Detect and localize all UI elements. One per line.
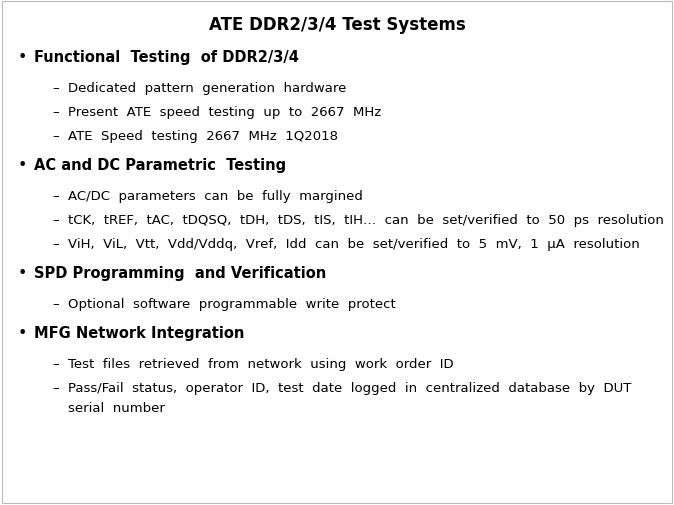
Text: serial  number: serial number <box>68 401 165 414</box>
Text: MFG Network Integration: MFG Network Integration <box>34 325 245 340</box>
Text: –: – <box>52 189 59 203</box>
Text: Present  ATE  speed  testing  up  to  2667  MHz: Present ATE speed testing up to 2667 MHz <box>68 106 381 119</box>
Text: tCK,  tREF,  tAC,  tDQSQ,  tDH,  tDS,  tIS,  tIH…  can  be  set/verified  to  50: tCK, tREF, tAC, tDQSQ, tDH, tDS, tIS, tI… <box>68 214 664 227</box>
Text: –: – <box>52 82 59 95</box>
Text: Functional  Testing  of DDR2/3/4: Functional Testing of DDR2/3/4 <box>34 50 299 65</box>
Text: •: • <box>18 50 28 65</box>
Text: –: – <box>52 130 59 143</box>
Text: –: – <box>52 214 59 227</box>
Text: •: • <box>18 158 28 173</box>
Text: •: • <box>18 266 28 280</box>
Text: SPD Programming  and Verification: SPD Programming and Verification <box>34 266 326 280</box>
Text: ATE  Speed  testing  2667  MHz  1Q2018: ATE Speed testing 2667 MHz 1Q2018 <box>68 130 338 143</box>
Text: ViH,  ViL,  Vtt,  Vdd/Vddq,  Vref,  Idd  can  be  set/verified  to  5  mV,  1  μ: ViH, ViL, Vtt, Vdd/Vddq, Vref, Idd can b… <box>68 237 640 250</box>
Text: •: • <box>18 325 28 340</box>
Text: ATE DDR2/3/4 Test Systems: ATE DDR2/3/4 Test Systems <box>209 16 465 34</box>
Text: Pass/Fail  status,  operator  ID,  test  date  logged  in  centralized  database: Pass/Fail status, operator ID, test date… <box>68 381 632 394</box>
Text: AC and DC Parametric  Testing: AC and DC Parametric Testing <box>34 158 286 173</box>
Text: AC/DC  parameters  can  be  fully  margined: AC/DC parameters can be fully margined <box>68 189 363 203</box>
Text: Dedicated  pattern  generation  hardware: Dedicated pattern generation hardware <box>68 82 346 95</box>
Text: Optional  software  programmable  write  protect: Optional software programmable write pro… <box>68 297 396 311</box>
Text: –: – <box>52 237 59 250</box>
Text: –: – <box>52 106 59 119</box>
Text: –: – <box>52 297 59 311</box>
Text: Test  files  retrieved  from  network  using  work  order  ID: Test files retrieved from network using … <box>68 358 454 370</box>
Text: –: – <box>52 381 59 394</box>
Text: –: – <box>52 358 59 370</box>
